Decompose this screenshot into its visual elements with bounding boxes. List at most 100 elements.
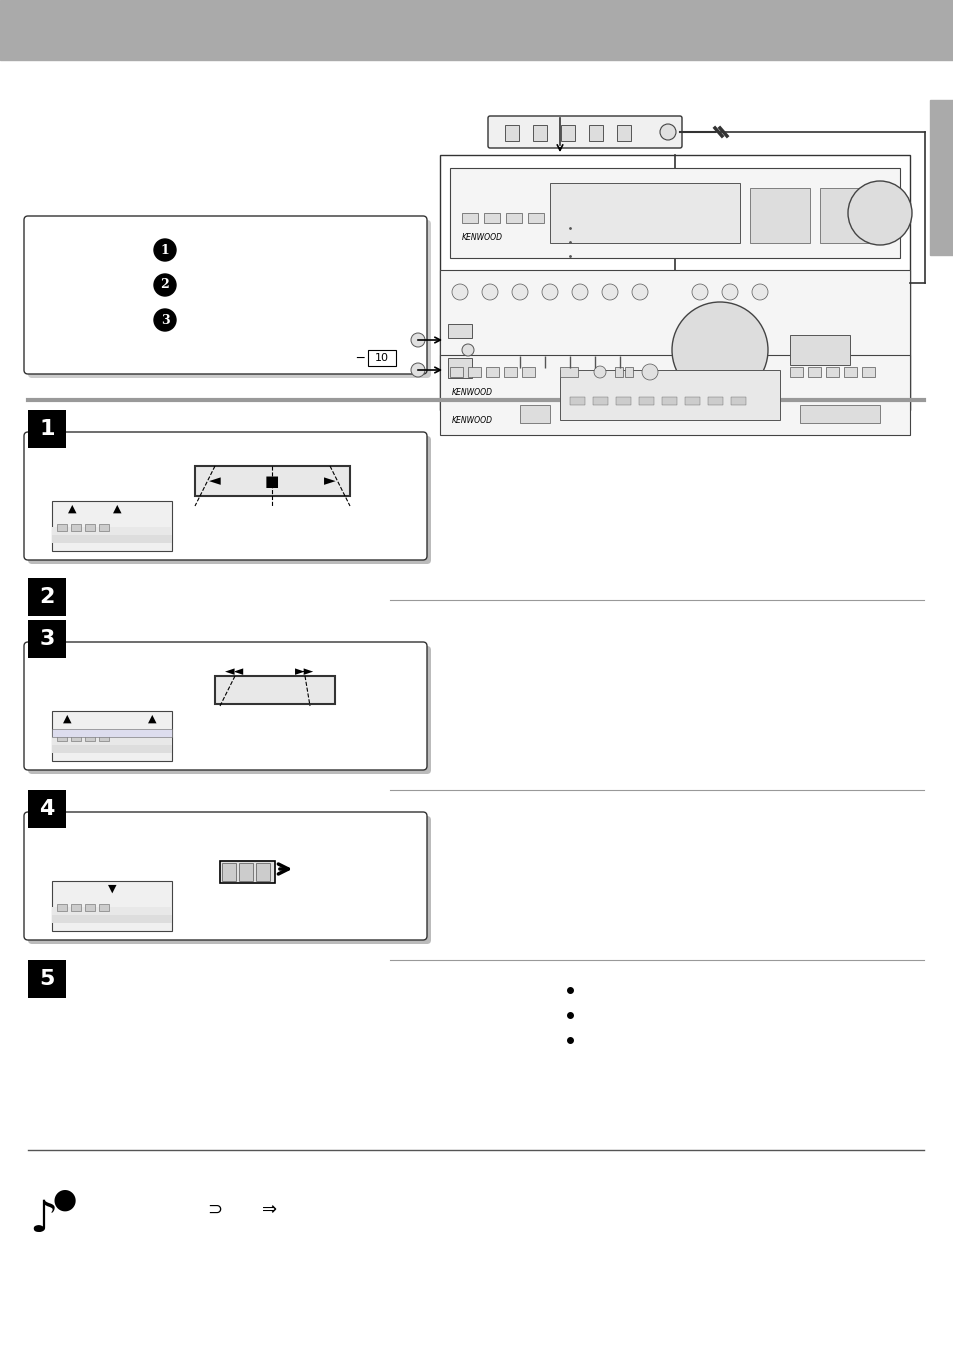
Text: 10: 10 bbox=[375, 353, 389, 363]
Bar bbox=[843, 367, 856, 377]
Bar bbox=[483, 213, 499, 223]
Bar bbox=[503, 367, 517, 377]
Text: 5: 5 bbox=[39, 969, 54, 989]
Bar bbox=[504, 126, 518, 141]
Circle shape bbox=[153, 309, 175, 331]
Circle shape bbox=[671, 303, 767, 399]
Bar bbox=[0, 0, 953, 59]
Bar bbox=[57, 904, 67, 911]
Bar bbox=[255, 863, 270, 881]
Bar bbox=[789, 335, 849, 365]
Text: ▲: ▲ bbox=[63, 713, 71, 724]
Text: ♪: ♪ bbox=[29, 1198, 57, 1242]
Text: ⊃: ⊃ bbox=[207, 1201, 222, 1219]
Bar bbox=[550, 182, 740, 243]
Bar bbox=[684, 397, 700, 405]
Circle shape bbox=[659, 124, 676, 141]
Bar bbox=[52, 501, 172, 551]
Bar bbox=[707, 397, 722, 405]
FancyBboxPatch shape bbox=[488, 116, 681, 149]
Bar bbox=[521, 367, 535, 377]
Text: ●: ● bbox=[52, 1186, 77, 1215]
Bar bbox=[624, 367, 633, 377]
Text: 1: 1 bbox=[39, 419, 54, 439]
Bar bbox=[52, 907, 172, 915]
Text: 3: 3 bbox=[160, 313, 169, 327]
Circle shape bbox=[512, 284, 527, 300]
Bar bbox=[533, 126, 546, 141]
Bar bbox=[28, 620, 66, 658]
Bar bbox=[448, 324, 472, 338]
Circle shape bbox=[572, 284, 587, 300]
Bar bbox=[807, 367, 821, 377]
Bar bbox=[448, 358, 472, 378]
Circle shape bbox=[847, 181, 911, 245]
Circle shape bbox=[153, 274, 175, 296]
Text: ▲: ▲ bbox=[148, 713, 156, 724]
Bar bbox=[615, 367, 622, 377]
Bar bbox=[214, 676, 335, 704]
Circle shape bbox=[691, 284, 707, 300]
Circle shape bbox=[641, 363, 658, 380]
Bar bbox=[820, 188, 869, 243]
Bar bbox=[616, 397, 630, 405]
FancyBboxPatch shape bbox=[28, 436, 431, 563]
Text: ▲: ▲ bbox=[68, 504, 76, 513]
Bar bbox=[439, 355, 909, 435]
Bar bbox=[85, 524, 95, 531]
Text: ◄◄: ◄◄ bbox=[225, 666, 244, 678]
Bar bbox=[468, 367, 480, 377]
FancyBboxPatch shape bbox=[28, 816, 431, 944]
Bar bbox=[559, 370, 780, 420]
FancyBboxPatch shape bbox=[28, 646, 431, 774]
Bar bbox=[239, 863, 253, 881]
Bar bbox=[57, 524, 67, 531]
Bar bbox=[222, 863, 235, 881]
FancyBboxPatch shape bbox=[28, 220, 431, 378]
Bar bbox=[439, 155, 909, 409]
FancyBboxPatch shape bbox=[24, 642, 427, 770]
Bar bbox=[28, 961, 66, 998]
Text: ▲: ▲ bbox=[112, 504, 121, 513]
Bar bbox=[730, 397, 745, 405]
Text: 1: 1 bbox=[160, 243, 170, 257]
Bar bbox=[569, 397, 584, 405]
Bar bbox=[617, 126, 630, 141]
Text: 2: 2 bbox=[39, 586, 54, 607]
Bar bbox=[52, 738, 172, 744]
Bar bbox=[52, 730, 172, 738]
Text: 3: 3 bbox=[39, 630, 54, 648]
Bar bbox=[527, 213, 543, 223]
Bar bbox=[485, 367, 498, 377]
Bar bbox=[789, 367, 802, 377]
Text: ▼: ▼ bbox=[108, 884, 116, 894]
Bar bbox=[71, 904, 81, 911]
Bar bbox=[71, 524, 81, 531]
Bar bbox=[99, 734, 109, 740]
Bar bbox=[661, 397, 677, 405]
Circle shape bbox=[481, 284, 497, 300]
Bar bbox=[28, 409, 66, 449]
Bar bbox=[505, 213, 521, 223]
Text: ─: ─ bbox=[355, 351, 363, 365]
Circle shape bbox=[601, 284, 618, 300]
Bar bbox=[368, 350, 395, 366]
FancyBboxPatch shape bbox=[24, 216, 427, 374]
Bar bbox=[450, 367, 462, 377]
Circle shape bbox=[594, 366, 605, 378]
Bar bbox=[57, 734, 67, 740]
Bar bbox=[588, 126, 602, 141]
Bar bbox=[639, 397, 654, 405]
Bar bbox=[519, 405, 550, 423]
Bar bbox=[593, 397, 607, 405]
Bar bbox=[71, 734, 81, 740]
Circle shape bbox=[541, 284, 558, 300]
Circle shape bbox=[461, 345, 474, 357]
Bar bbox=[220, 861, 274, 884]
Bar bbox=[194, 466, 350, 496]
Bar bbox=[560, 126, 575, 141]
Bar bbox=[52, 535, 172, 543]
Text: 4: 4 bbox=[39, 798, 54, 819]
Bar bbox=[450, 168, 899, 258]
Bar bbox=[28, 790, 66, 828]
